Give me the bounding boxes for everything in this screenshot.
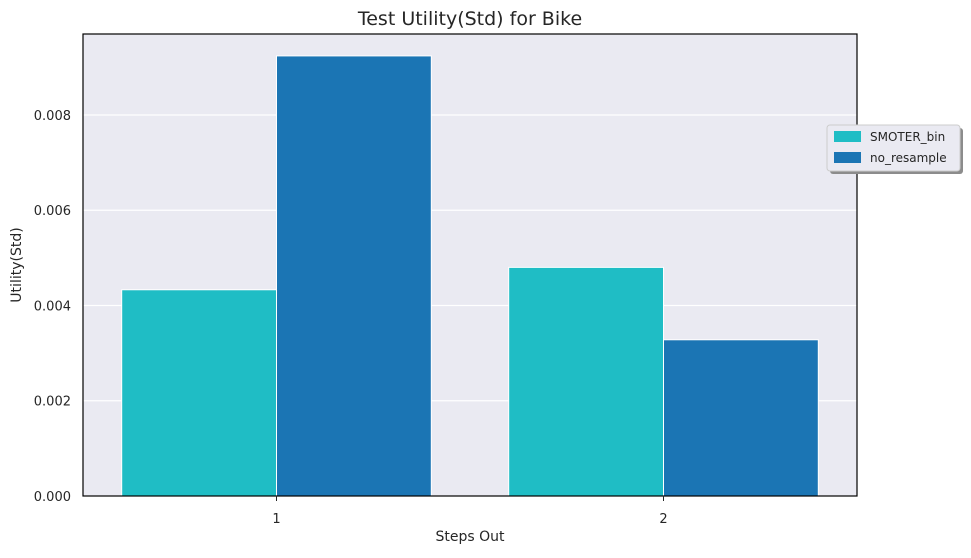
- legend-label: no_resample: [870, 151, 947, 165]
- bars: [121, 55, 819, 497]
- legend: SMOTER_bin no_resample: [826, 124, 963, 174]
- bar-smoter-bin-1: [121, 289, 277, 497]
- plot-frame: [82, 33, 858, 497]
- y-tick-label: 0.004: [34, 299, 71, 314]
- bar-no-resample-2: [663, 339, 819, 497]
- y-axis-label: Utility(Std): [9, 227, 25, 302]
- chart-title: Test Utility(Std) for Bike: [357, 8, 582, 30]
- bar-no-resample-1: [276, 55, 432, 497]
- bar-smoter-bin-2: [508, 266, 665, 497]
- legend-label: SMOTER_bin: [870, 130, 945, 144]
- x-tick-label: 2: [659, 512, 667, 527]
- x-tick-label: 1: [272, 512, 280, 527]
- y-tick-labels: 0.000 0.002 0.004 0.006 0.008: [34, 109, 71, 505]
- legend-items: SMOTER_bin no_resample: [834, 130, 947, 165]
- y-tick-label: 0.006: [34, 204, 71, 219]
- y-tick-label: 0.002: [34, 395, 71, 410]
- x-axis-label: Steps Out: [435, 529, 505, 545]
- y-tick-label: 0.000: [34, 490, 71, 505]
- y-tick-label: 0.008: [34, 109, 71, 124]
- legend-swatch: [834, 152, 861, 163]
- legend-swatch: [834, 131, 861, 142]
